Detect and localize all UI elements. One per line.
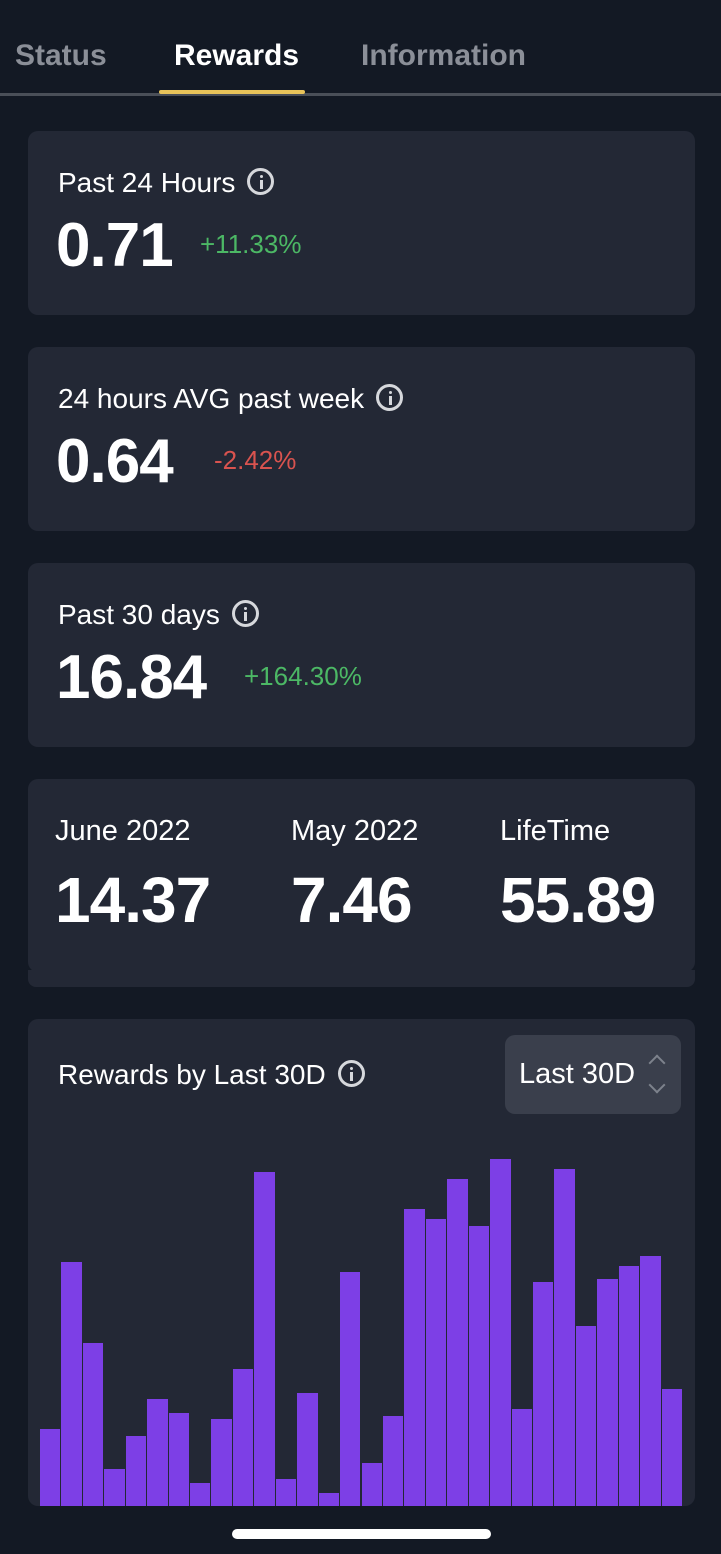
home-indicator — [232, 1529, 491, 1539]
tab-rewards[interactable]: Rewards — [174, 39, 300, 72]
chart-bar — [61, 1262, 82, 1506]
chart-bar — [661, 1389, 682, 1506]
stat-change: +164.30% — [244, 661, 362, 691]
stat-card-past-24-hours: Past 24 Hours 0.71 +11.33% — [28, 131, 695, 315]
tab-information[interactable]: Information — [361, 39, 526, 72]
chart-bar — [447, 1179, 468, 1506]
total-label: LifeTime — [500, 815, 611, 847]
stat-card-past-30-days: Past 30 days 16.84 +164.30% — [28, 563, 695, 747]
info-icon[interactable] — [247, 168, 275, 196]
chart-title: Rewards by Last 30D — [58, 1057, 365, 1093]
stat-label-text: Past 24 Hours — [58, 167, 236, 198]
rewards-bar-chart — [40, 1139, 683, 1506]
chart-bar — [297, 1393, 318, 1506]
chevron-up-icon — [648, 1054, 666, 1072]
chart-bar — [40, 1429, 61, 1506]
chart-bar — [425, 1219, 447, 1506]
stat-value: 0.64 — [56, 427, 174, 496]
chart-bar — [340, 1272, 361, 1506]
total-label: May 2022 — [291, 815, 419, 847]
chart-bar — [468, 1226, 490, 1506]
active-tab-indicator — [159, 90, 305, 94]
stat-change: -2.42% — [214, 445, 297, 475]
stat-value: 0.71 — [56, 211, 174, 280]
total-value: 55.89 — [500, 864, 656, 936]
stat-label: Past 24 Hours — [58, 165, 275, 201]
tab-status[interactable]: Status — [15, 39, 107, 72]
chart-bar — [318, 1493, 340, 1506]
chart-bar — [168, 1413, 190, 1506]
total-value: 7.46 — [291, 864, 413, 936]
range-select[interactable]: Last 30D — [505, 1035, 681, 1114]
chevron-down-icon — [648, 1076, 666, 1094]
chart-bar — [597, 1279, 618, 1506]
info-icon[interactable] — [231, 600, 259, 628]
chart-bar — [147, 1399, 168, 1506]
chart-bar — [275, 1479, 297, 1506]
totals-card: June 2022 14.37 May 2022 7.46 LifeTime 5… — [28, 779, 695, 972]
stat-label: 24 hours AVG past week — [58, 381, 404, 417]
total-value: 14.37 — [55, 864, 211, 936]
chart-bar — [125, 1436, 147, 1506]
chart-bar — [382, 1416, 404, 1506]
tab-bar: Status Rewards Information — [0, 0, 721, 96]
stat-label: Past 30 days — [58, 597, 259, 633]
stat-value: 16.84 — [56, 643, 207, 712]
chart-bar — [254, 1172, 275, 1506]
chart-bar — [640, 1256, 661, 1506]
card-divider — [28, 970, 695, 987]
chart-bar — [104, 1469, 125, 1506]
chart-bar — [490, 1159, 511, 1506]
chart-bar — [190, 1483, 211, 1506]
stat-change: +11.33% — [200, 229, 302, 259]
chart-bar — [532, 1282, 554, 1506]
chart-bar — [404, 1209, 425, 1506]
chart-bar — [618, 1266, 640, 1506]
chart-bar — [511, 1409, 532, 1506]
stat-label-text: 24 hours AVG past week — [58, 383, 365, 414]
info-icon[interactable] — [337, 1060, 365, 1088]
chart-title-text: Rewards by Last 30D — [58, 1059, 326, 1090]
chart-bar — [232, 1369, 254, 1506]
rewards-chart-card: Rewards by Last 30D Last 30D — [28, 1019, 695, 1506]
chart-bar — [575, 1326, 597, 1506]
chart-bar — [361, 1463, 382, 1506]
stat-label-text: Past 30 days — [58, 599, 220, 630]
chart-bar — [211, 1419, 232, 1506]
chart-bar — [82, 1343, 104, 1506]
chart-bar — [554, 1169, 575, 1506]
stat-card-24h-avg-past-week: 24 hours AVG past week 0.64 -2.42% — [28, 347, 695, 531]
range-select-value: Last 30D — [519, 1058, 636, 1090]
info-icon[interactable] — [376, 384, 404, 412]
total-label: June 2022 — [55, 815, 191, 847]
